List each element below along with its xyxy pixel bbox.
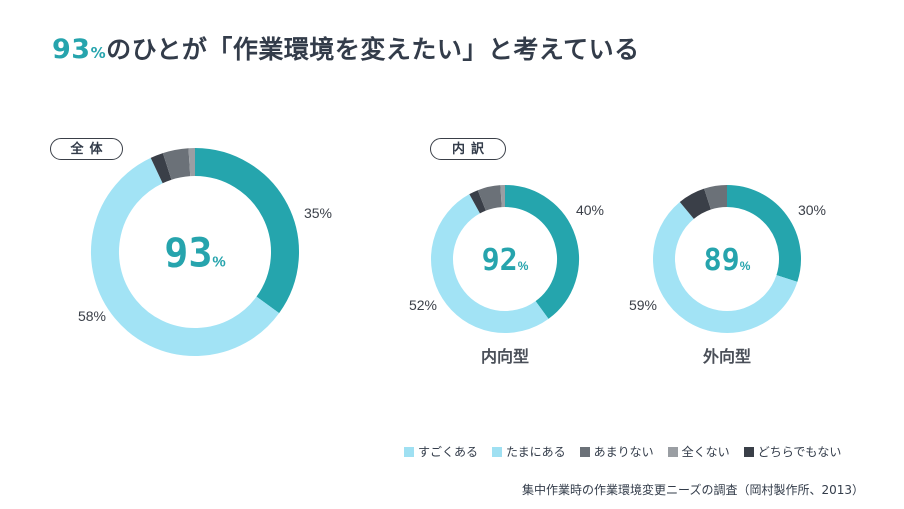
slice-label: 52% bbox=[409, 297, 437, 313]
legend-item: たまにある bbox=[492, 443, 566, 460]
legend-item: あまりない bbox=[579, 443, 654, 460]
introvert-title: 内向型 bbox=[480, 347, 529, 366]
headline-number: 93 bbox=[52, 34, 91, 65]
legend-item: 全くない bbox=[667, 443, 730, 460]
breakdown-tag: 内訳 bbox=[430, 138, 506, 160]
center-number: 92 bbox=[482, 243, 518, 278]
headline-percent: % bbox=[90, 44, 107, 62]
legend-swatch bbox=[492, 446, 503, 457]
extrovert-title: 外向型 bbox=[702, 347, 751, 366]
donut-slice-2 bbox=[431, 194, 549, 333]
legend-swatch bbox=[743, 446, 754, 457]
donut-slice-1 bbox=[194, 148, 299, 314]
overall-tag: 全体 bbox=[50, 138, 123, 160]
center-unit: % bbox=[518, 259, 529, 273]
center-value: 92% bbox=[482, 243, 529, 278]
legend-swatch bbox=[667, 446, 678, 457]
donut-slice-1 bbox=[504, 185, 579, 319]
legend-swatch bbox=[404, 446, 414, 457]
slice-label: 40% bbox=[576, 202, 604, 218]
legend-item: どちらでもない bbox=[743, 443, 842, 460]
slice-label: 30% bbox=[798, 202, 826, 218]
donut-slice-4 bbox=[704, 185, 728, 210]
center-value: 89% bbox=[704, 243, 751, 278]
center-number: 93 bbox=[164, 230, 212, 276]
source-note: 集中作業時の作業環境変更ニーズの調査（岡村製作所、2013） bbox=[522, 483, 864, 497]
slice-label: 58% bbox=[78, 308, 106, 324]
slice-label: 35% bbox=[304, 205, 332, 221]
donut-slice-4 bbox=[477, 185, 503, 211]
legend-label: どちらでもない bbox=[757, 445, 842, 459]
legend-label: あまりない bbox=[593, 445, 654, 459]
center-value: 93% bbox=[164, 230, 226, 276]
legend-label: すごくある bbox=[418, 445, 479, 459]
center-number: 89 bbox=[704, 243, 740, 278]
donut-slice-4 bbox=[162, 148, 191, 180]
legend-label: たまにある bbox=[506, 445, 566, 459]
page-title: 93%のひとが「作業環境を変えたい」と考えている bbox=[52, 30, 640, 66]
center-unit: % bbox=[212, 253, 225, 270]
donut-slice-2 bbox=[91, 157, 280, 356]
headline-text: のひとが「作業環境を変えたい」と考えている bbox=[106, 35, 640, 64]
donut-slice-1 bbox=[726, 185, 801, 282]
donut-slice-2 bbox=[653, 201, 798, 333]
donut-slice-3 bbox=[679, 188, 712, 220]
legend-swatch bbox=[579, 446, 590, 457]
center-unit: % bbox=[740, 259, 751, 273]
legend: すごくある たまにある あまりない 全くない どちらでもない bbox=[404, 443, 841, 460]
legend-label: 全くない bbox=[681, 445, 730, 459]
donut-slice-3 bbox=[150, 153, 172, 184]
slice-label: 59% bbox=[629, 297, 657, 313]
legend-item: すごくある bbox=[404, 443, 478, 460]
donut-slice-3 bbox=[469, 190, 487, 214]
